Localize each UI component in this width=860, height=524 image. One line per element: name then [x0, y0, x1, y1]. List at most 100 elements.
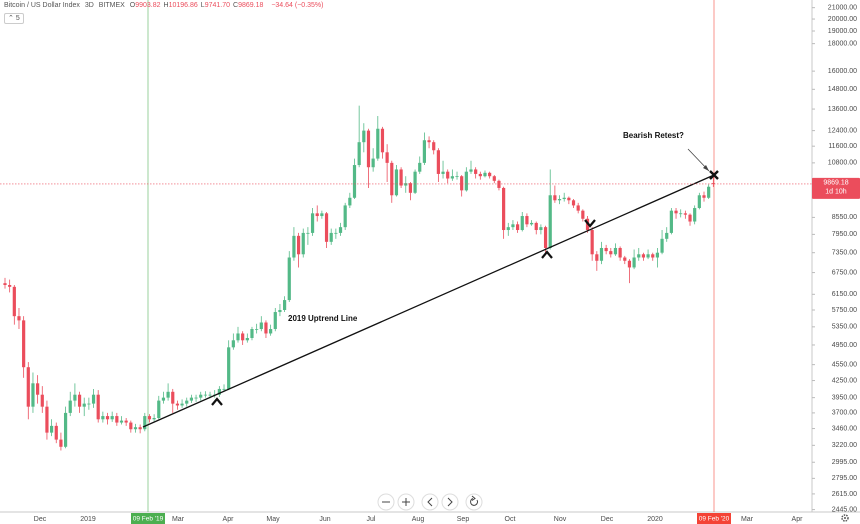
candle-body [157, 400, 161, 419]
candle-body [68, 400, 72, 413]
candle-body [231, 340, 235, 348]
candle-body [91, 394, 96, 404]
y-tick-label: 21000.00 [828, 4, 857, 11]
candle-body [143, 416, 147, 430]
y-tick-label: 3700.00 [832, 410, 857, 417]
x-tick-label: May [266, 516, 280, 523]
candle-body [101, 416, 105, 420]
candle-body [236, 333, 240, 341]
x-tick-label: Oct [505, 516, 516, 523]
candle-body [418, 162, 422, 172]
candle-body [352, 165, 357, 198]
candle-body [693, 208, 697, 222]
y-tick-label: 11600.00 [828, 143, 857, 150]
candle-body [376, 128, 380, 159]
symbol-title: Bitcoin / US Dollar Index [4, 2, 80, 9]
candle-body [571, 200, 576, 206]
candle-body [338, 227, 343, 233]
candle-body [138, 427, 142, 430]
candle-body [469, 169, 473, 172]
ohlc-key: H [163, 2, 169, 9]
y-tick-label: 3460.00 [832, 425, 857, 432]
y-tick-label: 5350.00 [832, 324, 857, 331]
candle-body [646, 254, 650, 258]
candle-body [576, 205, 580, 211]
y-tick-label: 2995.00 [832, 459, 857, 466]
candle-body [50, 425, 54, 433]
candle-body [432, 142, 436, 151]
candle-body [492, 176, 496, 181]
candle-body [199, 394, 203, 398]
candle-body [54, 425, 58, 440]
zoom-in-button[interactable] [397, 493, 415, 511]
candle-body [460, 176, 464, 191]
y-tick-label: 18000.00 [828, 40, 857, 47]
symbol-header: Bitcoin / US Dollar Index 3D BITMEX O990… [4, 2, 326, 9]
candle-body [539, 227, 543, 231]
annotation: 2019 Uptrend Line [288, 314, 358, 323]
candle-body [520, 216, 524, 231]
candle-body [632, 257, 636, 268]
candle-body [40, 394, 44, 407]
candle-body [348, 197, 352, 206]
scroll-left-button[interactable] [421, 493, 439, 511]
candle-body [77, 394, 82, 407]
y-tick-label: 12400.00 [828, 127, 857, 134]
caret-up [541, 250, 553, 259]
candle-body [161, 397, 166, 401]
candle-body [627, 260, 632, 268]
toolbar [377, 493, 849, 522]
candle-body [320, 213, 324, 217]
zoom-out-button[interactable] [377, 493, 395, 511]
candle-body [516, 224, 520, 231]
settings-button[interactable] [841, 514, 849, 522]
ohlc-key: C [233, 2, 239, 9]
candle-body [203, 394, 207, 396]
candle-body [590, 230, 594, 255]
candle-body [404, 183, 408, 186]
scroll-right-button[interactable] [441, 493, 459, 511]
y-tick-label: 4250.00 [832, 377, 857, 384]
candle-body [292, 235, 296, 258]
candle-body [73, 394, 77, 401]
candle-body [63, 412, 68, 447]
x-tick-label: Mar [172, 516, 185, 523]
y-tick-label: 6150.00 [832, 291, 857, 298]
y-tick-label: 5750.00 [832, 307, 857, 314]
candle-body [380, 128, 385, 153]
candle-body [394, 169, 399, 196]
date-badge-label: 09 Feb '19 [133, 516, 164, 523]
x-tick-label: Mar [741, 516, 754, 523]
y-tick-label: 14800.00 [828, 86, 857, 93]
candle-body [133, 427, 138, 430]
candle-body [436, 150, 440, 174]
candle-body [87, 403, 91, 405]
candle-body [96, 394, 100, 420]
x-mark [709, 170, 719, 180]
candle-body [269, 329, 273, 334]
x-tick-label: Jun [319, 516, 330, 523]
candle-body [324, 213, 329, 242]
candle-body [185, 400, 189, 404]
y-tick-label: 20000.00 [828, 16, 857, 23]
candle-body [255, 329, 259, 330]
reset-button[interactable] [465, 493, 483, 511]
candle-body [637, 254, 641, 258]
x-tick-label: 2020 [647, 516, 663, 523]
indicator-toggle[interactable]: ⌃ 5 [4, 13, 24, 24]
candle-body [208, 394, 212, 396]
x-tick-label: 2019 [80, 516, 96, 523]
candle-body [306, 232, 310, 234]
candle-body [31, 383, 35, 407]
candle-body [641, 254, 646, 258]
candle-body [115, 416, 119, 423]
candle-body [711, 183, 715, 184]
candle-body [609, 251, 613, 255]
candle-body [129, 422, 133, 430]
candle-body [529, 222, 534, 225]
candle-body [175, 403, 180, 406]
candle-body [259, 322, 263, 330]
candle-body [119, 420, 124, 423]
candle-body [707, 186, 711, 198]
